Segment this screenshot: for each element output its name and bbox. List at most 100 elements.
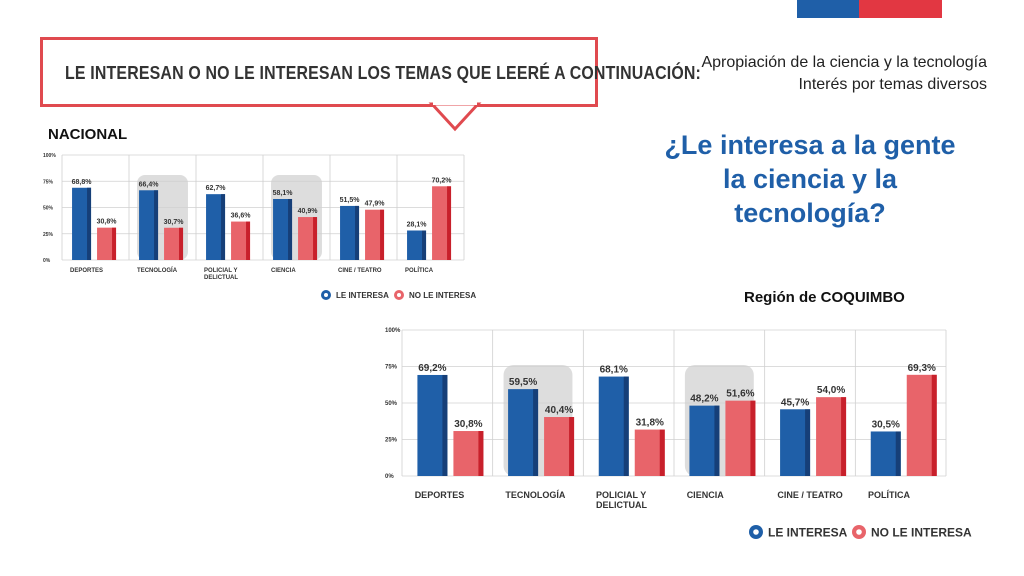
region-value-label-s0-5: 30,5% — [872, 419, 900, 430]
label-nacional: NACIONAL — [48, 126, 128, 143]
region-category-label-3: CIENCIA — [687, 490, 725, 500]
region-bar-shade-s1-2 — [659, 429, 665, 476]
region-category-label-4: CINE / TEATRO — [777, 490, 842, 500]
nacional-category-label-0: DEPORTES — [70, 268, 103, 274]
nacional-category-label-1: TECNOLOGÍA — [137, 266, 178, 274]
region-category-label-5: POLÍTICA — [868, 490, 910, 500]
nacional-category-label-3: CIENCIA — [271, 268, 296, 274]
nacional-bar-shade-s1-0 — [112, 227, 117, 260]
nacional-value-label-s1-3: 40,9% — [298, 208, 319, 215]
flag-blue-stripe — [797, 0, 859, 18]
nacional-category-label-2-line-1: DELICTUAL — [204, 275, 238, 281]
nacional-legend-label-1: NO LE INTERESA — [409, 291, 476, 300]
region-value-label-s0-0: 69,2% — [418, 363, 446, 374]
chart-nacional: 0% 25% 50% 75% 100% 68,8% 66,4% 62,7% 58,1% 51,5%… — [43, 153, 476, 300]
nacional-value-label-s1-0: 30,8% — [97, 219, 118, 226]
region-value-label-s1-1: 40,4% — [545, 405, 573, 416]
region-category-label-1: TECNOLOGÍA — [505, 490, 565, 500]
region-legend-dot-center-1 — [856, 529, 862, 535]
region-bar-shade-s1-4 — [841, 397, 847, 476]
nacional-category-label-5-line-0: POLÍTICA — [405, 266, 434, 274]
nacional-bar-shade-s0-3 — [288, 198, 293, 260]
region-bar-shade-s1-0 — [478, 431, 484, 476]
callout-tail — [428, 101, 482, 132]
region-value-label-s0-1: 59,5% — [509, 377, 537, 388]
nacional-ytick-4: 100% — [43, 153, 56, 159]
region-value-label-s0-3: 48,2% — [690, 394, 718, 405]
nacional-category-label-3-line-0: CIENCIA — [271, 268, 296, 274]
region-bar-shade-s0-0 — [442, 374, 448, 476]
nacional-value-label-s0-1: 66,4% — [139, 181, 160, 188]
region-legend-label-0: LE INTERESA — [768, 526, 848, 540]
callout-text: LE INTERESAN O NO LE INTERESAN LOS TEMAS… — [65, 62, 702, 83]
nacional-value-label-s1-1: 30,7% — [164, 219, 185, 226]
region-category-label-2-line-0: POLICIAL Y — [596, 490, 646, 500]
nacional-legend-dot-center-1 — [397, 293, 401, 297]
nacional-bar-shade-s1-2 — [246, 221, 251, 260]
nacional-value-label-s0-3: 58,1% — [273, 190, 294, 197]
region-category-label-5-line-0: POLÍTICA — [868, 490, 910, 500]
nacional-category-label-2-line-0: POLICIAL Y — [204, 268, 237, 274]
region-value-label-s1-3: 51,6% — [726, 389, 754, 400]
region-value-label-s0-4: 45,7% — [781, 397, 809, 408]
region-ytick-4: 100% — [385, 328, 401, 334]
nacional-bar-s0-5 — [407, 230, 427, 260]
region-legend-dot-center-0 — [753, 529, 759, 535]
nacional-legend-dot-center-0 — [324, 293, 328, 297]
nacional-ytick-0: 0% — [43, 258, 51, 264]
region-category-label-2-line-1: DELICTUAL — [596, 500, 647, 510]
nacional-bar-shade-s0-2 — [221, 194, 226, 260]
region-ytick-0: 0% — [385, 474, 394, 480]
region-bar-shade-s1-3 — [750, 400, 756, 476]
nacional-legend-label-0: LE INTERESA — [336, 291, 389, 300]
nacional-value-label-s0-5: 28,1% — [407, 221, 428, 228]
region-value-label-s1-4: 54,0% — [817, 385, 845, 396]
nacional-bar-s1-0 — [97, 227, 117, 260]
region-category-label-1-line-0: TECNOLOGÍA — [505, 490, 565, 500]
region-ytick-3: 75% — [385, 365, 398, 371]
region-bar-shade-s0-3 — [714, 405, 720, 476]
region-bar-shade-s0-2 — [623, 376, 629, 476]
nacional-bar-shade-s0-1 — [154, 190, 159, 260]
nacional-bar-shade-s1-3 — [313, 217, 318, 260]
nacional-bar-s0-1 — [139, 190, 159, 260]
nacional-value-label-s0-0: 68,8% — [72, 179, 93, 186]
subtitle-line-2: Interés por temas diversos — [798, 76, 987, 93]
region-ytick-2: 50% — [385, 401, 398, 407]
question-callout-box: LE INTERESAN O NO LE INTERESAN LOS TEMAS… — [40, 37, 701, 107]
nacional-category-label-2: POLICIAL Y DELICTUAL — [204, 268, 238, 281]
region-category-label-2: POLICIAL Y DELICTUAL — [596, 490, 647, 510]
nacional-bar-shade-s1-4 — [380, 209, 385, 260]
nacional-bar-s1-5 — [432, 186, 452, 260]
question-line-3: tecnología? — [734, 198, 886, 228]
nacional-bar-s0-3 — [273, 198, 293, 260]
chart-region: 0% 25% 50% 75% 100% 69,2% 59,5% 68,1% 48,2% 45,7%… — [385, 328, 972, 540]
nacional-ytick-3: 75% — [43, 179, 54, 185]
region-category-label-0: DEPORTES — [415, 490, 465, 500]
nacional-category-label-4-line-0: CINE / TEATRO — [338, 268, 382, 274]
region-value-label-s1-5: 69,3% — [908, 363, 936, 374]
nacional-category-label-1-line-0: TECNOLOGÍA — [137, 266, 178, 274]
region-bar-shade-s0-5 — [895, 431, 901, 476]
region-bar-s0-4 — [780, 409, 811, 476]
nacional-bar-s1-2 — [231, 221, 251, 260]
nacional-value-label-s1-2: 36,6% — [231, 213, 252, 220]
nacional-ytick-2: 50% — [43, 206, 54, 212]
nacional-bar-s1-3 — [298, 217, 318, 260]
nacional-bar-shade-s1-1 — [179, 227, 184, 260]
nacional-bar-s1-4 — [365, 209, 385, 260]
region-value-label-s0-2: 68,1% — [600, 365, 628, 376]
nacional-value-label-s0-2: 62,7% — [206, 185, 227, 192]
nacional-bar-s1-1 — [164, 227, 184, 260]
region-bar-shade-s0-1 — [533, 389, 539, 476]
question-line-1: ¿Le interesa a la gente — [664, 130, 956, 160]
nacional-bar-s0-0 — [72, 187, 92, 260]
nacional-bar-s0-4 — [340, 205, 360, 260]
nacional-value-label-s1-5: 70,2% — [432, 177, 453, 184]
region-value-label-s1-0: 30,8% — [454, 419, 482, 430]
region-ytick-1: 25% — [385, 438, 398, 444]
nacional-ytick-1: 25% — [43, 232, 54, 238]
subtitle-line-1: Apropiación de la ciencia y la tecnologí… — [701, 54, 987, 71]
nacional-bar-shade-s1-5 — [447, 186, 452, 260]
nacional-bar-s0-2 — [206, 194, 226, 260]
